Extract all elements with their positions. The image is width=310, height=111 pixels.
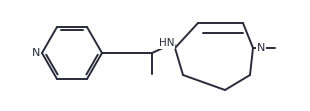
Text: N: N [32, 48, 40, 58]
Text: N: N [257, 43, 265, 53]
Text: HN: HN [158, 38, 174, 48]
